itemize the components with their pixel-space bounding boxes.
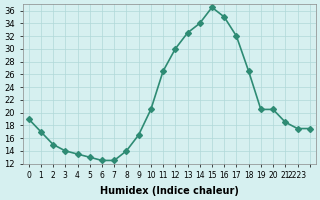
X-axis label: Humidex (Indice chaleur): Humidex (Indice chaleur)	[100, 186, 239, 196]
